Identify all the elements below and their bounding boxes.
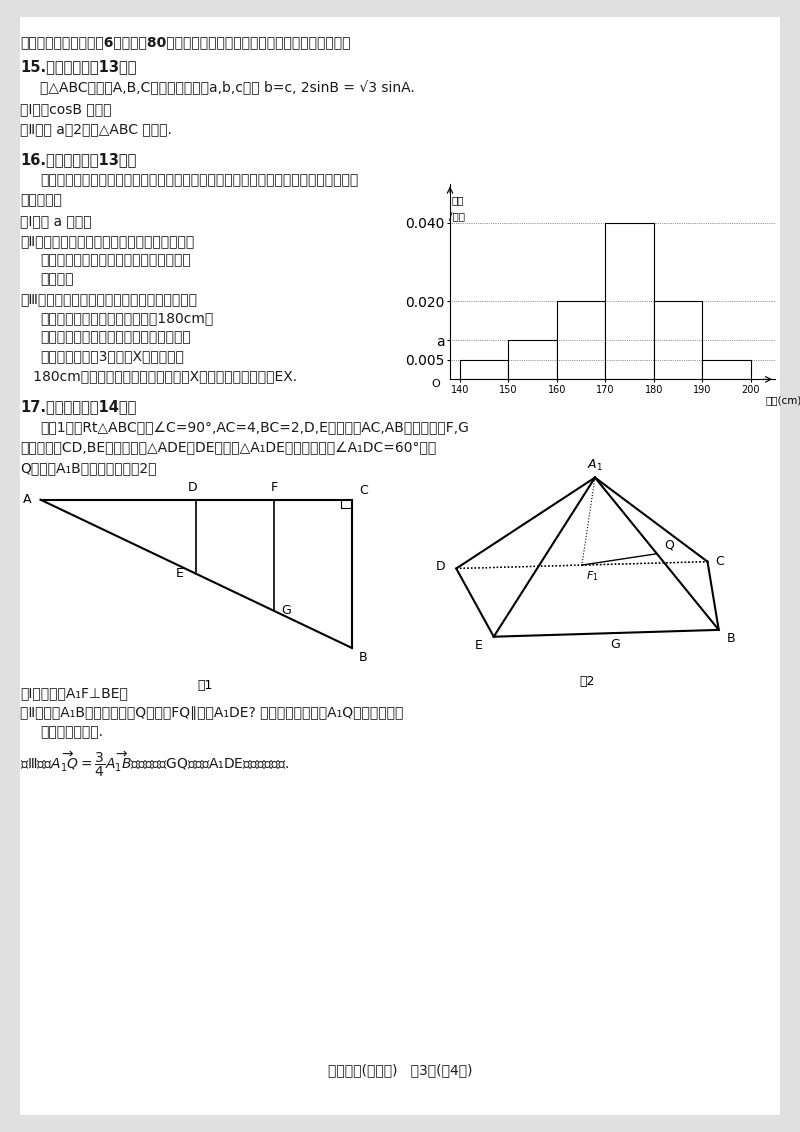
Text: （Ⅰ）求cosB 的值；: （Ⅰ）求cosB 的值； [20, 102, 111, 115]
Text: （Ⅲ）从该市中学的男生中随机抽取一人，根据: （Ⅲ）从该市中学的男生中随机抽取一人，根据 [20, 292, 197, 307]
Text: 频率: 频率 [451, 196, 463, 205]
Text: $A_1$: $A_1$ [587, 458, 603, 473]
Text: （Ⅱ）假设同组中的每个数据用该组区间的中点: （Ⅱ）假设同组中的每个数据用该组区间的中点 [20, 234, 194, 249]
Text: D: D [188, 481, 198, 494]
Text: 图2: 图2 [580, 676, 595, 688]
Bar [508, 341, 557, 379]
Text: E: E [474, 638, 482, 652]
Text: 直方图中的信息，估计其身高在180cm以: 直方图中的信息，估计其身高在180cm以 [40, 311, 214, 326]
Text: O: O [431, 379, 440, 389]
Text: B: B [726, 632, 735, 645]
Text: 上的概率。若从该市中学的男生（人数众: 上的概率。若从该市中学的男生（人数众 [40, 331, 190, 344]
Text: A: A [23, 494, 32, 506]
Text: 从某市的中学生中随机调查了部分男生，获得了他们的身高数据，整理得到如下频率分: 从某市的中学生中随机调查了部分男生，获得了他们的身高数据，整理得到如下频率分 [40, 173, 358, 188]
Text: $F_1$: $F_1$ [586, 569, 598, 583]
Text: C: C [715, 555, 724, 568]
Bar [654, 301, 702, 379]
Text: B: B [359, 651, 368, 663]
Bar [606, 223, 654, 379]
Text: G: G [610, 637, 620, 651]
Text: （Ⅲ）当$\overrightarrow{A_1Q}=\dfrac{3}{4}\overrightarrow{A_1B}$时，求直线GQ与平面A₁DE所成角的大: （Ⅲ）当$\overrightarrow{A_1Q}=\dfrac{3}{4}\… [20, 749, 289, 779]
Text: 180cm以上的男生人数，求随机变量X的分布列和数学期望EX.: 180cm以上的男生人数，求随机变量X的分布列和数学期望EX. [20, 369, 297, 384]
Text: 值代替，估计该市中学生中全体男生的平: 值代替，估计该市中学生中全体男生的平 [40, 254, 190, 267]
Text: （Ⅱ）线段A₁B上是否存在点Q，使得FQ∥平面A₁DE? 若存在，求出线段A₁Q的长；若不存: （Ⅱ）线段A₁B上是否存在点Q，使得FQ∥平面A₁DE? 若存在，求出线段A₁Q… [20, 705, 403, 720]
Bar [460, 360, 508, 379]
Text: 身高(cm): 身高(cm) [766, 395, 800, 405]
Text: 高三数学(理工类)   第3页(兲4页): 高三数学(理工类) 第3页(兲4页) [328, 1063, 472, 1077]
Text: 均身高；: 均身高； [40, 273, 74, 286]
Text: F: F [270, 481, 278, 494]
Text: G: G [281, 604, 291, 617]
Bar [702, 360, 750, 379]
Text: D: D [435, 559, 445, 573]
FancyBboxPatch shape [20, 17, 780, 1115]
Text: Q: Q [664, 539, 674, 551]
Text: 在△ABC中，角A,B,C所对的边分别为a,b,c，且 b=c, 2sinB = √3 sinA.: 在△ABC中，角A,B,C所对的边分别为a,b,c，且 b=c, 2sinB =… [40, 80, 414, 95]
Text: E: E [176, 567, 184, 581]
Text: /组距: /组距 [450, 211, 466, 221]
Text: 16.（本小题满分13分）: 16.（本小题满分13分） [20, 152, 136, 166]
Text: 17.（本小题满分14分）: 17.（本小题满分14分） [20, 400, 136, 414]
Text: 分别为线段CD,BE的中点。将△ADE沿DE折起到△A₁DE的位置，使得∠A₁DC=60°。点: 分别为线段CD,BE的中点。将△ADE沿DE折起到△A₁DE的位置，使得∠A₁D… [20, 441, 436, 455]
Text: （Ⅱ）若 a＝2，求△ABC 的面积.: （Ⅱ）若 a＝2，求△ABC 的面积. [20, 122, 172, 136]
Text: （Ⅰ）求 a 的值；: （Ⅰ）求 a 的值； [20, 215, 92, 229]
Text: 布直方图。: 布直方图。 [20, 194, 62, 207]
Text: 三、解答题：本大题共6小题，共80分。解答应写出文字说明，演算步骤或证明过程。: 三、解答题：本大题共6小题，共80分。解答应写出文字说明，演算步骤或证明过程。 [20, 35, 350, 49]
Text: 图1: 图1 [198, 679, 213, 693]
Text: 多）中随机抽取3人，用X表示身高在: 多）中随机抽取3人，用X表示身高在 [40, 350, 184, 363]
Text: C: C [359, 483, 368, 497]
Text: Q为线段A₁B上的一点，如图2。: Q为线段A₁B上的一点，如图2。 [20, 461, 157, 475]
Bar [557, 301, 606, 379]
Text: 如图1，在Rt△ABC中，∠C=90°,AC=4,BC=2,D,E分别为边AC,AB的中点，点F,G: 如图1，在Rt△ABC中，∠C=90°,AC=4,BC=2,D,E分别为边AC,… [40, 421, 469, 436]
Text: （Ⅰ）求证：A₁F⊥BE；: （Ⅰ）求证：A₁F⊥BE； [20, 686, 128, 700]
Text: 15.（本小题满分13分）: 15.（本小题满分13分） [20, 59, 137, 74]
Text: 在，请说明理由.: 在，请说明理由. [40, 724, 103, 739]
